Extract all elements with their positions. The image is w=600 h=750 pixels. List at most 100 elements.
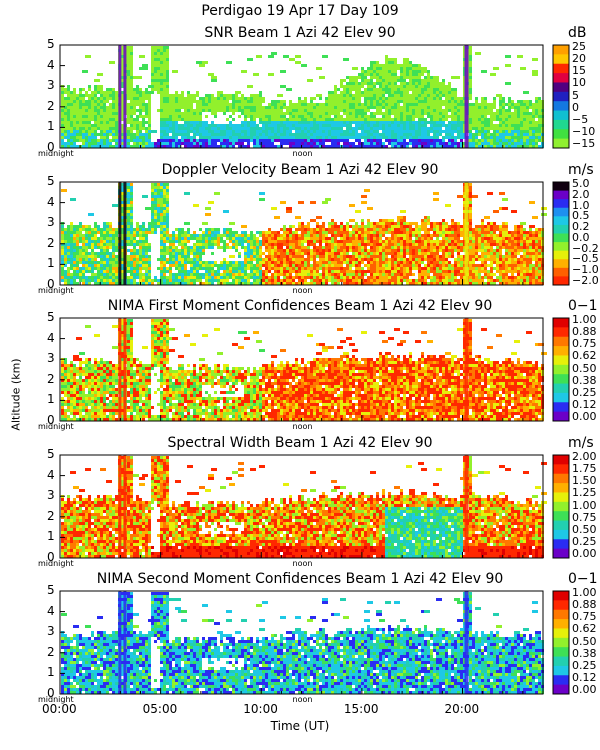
- heatmap-cell: [157, 258, 160, 261]
- heatmap-cell: [154, 201, 157, 204]
- heatmap-cell: [88, 139, 91, 142]
- heatmap-cell: [484, 121, 487, 124]
- heatmap-cell: [154, 88, 157, 91]
- heatmap-cell: [205, 124, 208, 127]
- heatmap-cell: [340, 121, 343, 124]
- heatmap-cell: [244, 261, 247, 264]
- heatmap-cell: [268, 249, 271, 252]
- heatmap-cell: [127, 133, 130, 136]
- heatmap-cell: [169, 234, 172, 237]
- heatmap-cell: [358, 136, 361, 139]
- heatmap-cell: [217, 270, 220, 273]
- heatmap-cell: [88, 118, 91, 121]
- heatmap-cell: [85, 121, 88, 124]
- heatmap-cell: [433, 85, 436, 88]
- heatmap-cell: [487, 136, 490, 139]
- heatmap-cell: [238, 261, 241, 264]
- heatmap-cell: [64, 127, 67, 130]
- heatmap-cell: [436, 85, 439, 88]
- heatmap-cell: [265, 258, 268, 261]
- heatmap-cell: [79, 91, 82, 94]
- heatmap-cell: [148, 124, 151, 127]
- heatmap-cell: [139, 225, 142, 228]
- heatmap-cell: [352, 130, 355, 133]
- heatmap-cell: [97, 261, 100, 264]
- heatmap-cell: [385, 76, 388, 79]
- heatmap-cell: [532, 106, 535, 109]
- heatmap-cell: [139, 55, 145, 58]
- heatmap-cell: [109, 115, 112, 118]
- heatmap-cell: [76, 103, 79, 106]
- heatmap-cell: [211, 246, 214, 249]
- heatmap-cell: [268, 127, 271, 130]
- heatmap-cell: [130, 210, 133, 213]
- heatmap-cell: [343, 100, 346, 103]
- heatmap-cell: [223, 258, 226, 261]
- heatmap-cell: [283, 118, 286, 121]
- heatmap-cell: [265, 243, 268, 246]
- heatmap-cell: [130, 55, 133, 58]
- heatmap-cell: [127, 282, 130, 285]
- heatmap-cell: [166, 201, 169, 204]
- heatmap-cell: [475, 139, 478, 142]
- heatmap-cell: [184, 240, 187, 243]
- heatmap-cell: [445, 103, 448, 106]
- heatmap-cell: [160, 273, 163, 276]
- heatmap-cell: [349, 88, 352, 91]
- heatmap-cell: [292, 240, 295, 243]
- heatmap-cell: [61, 279, 64, 282]
- heatmap-cell: [475, 121, 478, 124]
- heatmap-cell: [130, 273, 133, 276]
- heatmap-cell: [250, 240, 253, 243]
- heatmap-cell: [199, 237, 202, 240]
- heatmap-cell: [508, 121, 511, 124]
- heatmap-cell: [424, 79, 427, 82]
- heatmap-cell: [166, 270, 169, 273]
- heatmap-cell: [307, 79, 313, 82]
- heatmap-cell: [262, 264, 265, 267]
- heatmap-cell: [94, 136, 97, 139]
- heatmap-cell: [226, 94, 229, 97]
- heatmap-cell: [262, 97, 265, 100]
- heatmap-cell: [478, 130, 481, 133]
- panel-title: NIMA First Moment Confidences Beam 1 Azi…: [107, 298, 493, 314]
- heatmap-cell: [349, 85, 352, 88]
- heatmap-cell: [394, 97, 397, 100]
- heatmap-cell: [208, 97, 211, 100]
- heatmap-cell: [370, 88, 373, 91]
- heatmap-cell: [139, 240, 142, 243]
- heatmap-cell: [289, 139, 292, 142]
- heatmap-cell: [217, 100, 220, 103]
- heatmap-cell: [481, 112, 484, 115]
- heatmap-cell: [169, 258, 172, 261]
- heatmap-cell: [262, 261, 265, 264]
- heatmap-cell: [295, 240, 298, 243]
- heatmap-cell: [451, 133, 454, 136]
- heatmap-cell: [139, 264, 142, 267]
- heatmap-cell: [160, 207, 163, 210]
- heatmap-cell: [76, 264, 79, 267]
- heatmap-cell: [421, 118, 424, 121]
- heatmap-cell: [475, 118, 478, 121]
- heatmap-cell: [397, 133, 400, 136]
- heatmap-cell: [283, 276, 286, 279]
- heatmap-cell: [283, 267, 286, 270]
- heatmap-cell: [121, 115, 124, 118]
- heatmap-cell: [202, 237, 205, 240]
- heatmap-cell: [67, 109, 70, 112]
- heatmap-cell: [73, 231, 76, 234]
- heatmap-cell: [289, 255, 292, 258]
- heatmap-cell: [136, 100, 139, 103]
- heatmap-cell: [79, 139, 82, 142]
- heatmap-cell: [166, 258, 169, 261]
- heatmap-cell: [85, 252, 88, 255]
- heatmap-cell: [190, 273, 193, 276]
- heatmap-cell: [142, 139, 145, 142]
- heatmap-cell: [415, 145, 418, 148]
- heatmap-cell: [295, 237, 298, 240]
- heatmap-cell: [415, 142, 418, 145]
- heatmap-cell: [112, 88, 115, 91]
- heatmap-cell: [457, 97, 460, 100]
- heatmap-cell: [358, 82, 361, 85]
- heatmap-cell: [415, 94, 418, 97]
